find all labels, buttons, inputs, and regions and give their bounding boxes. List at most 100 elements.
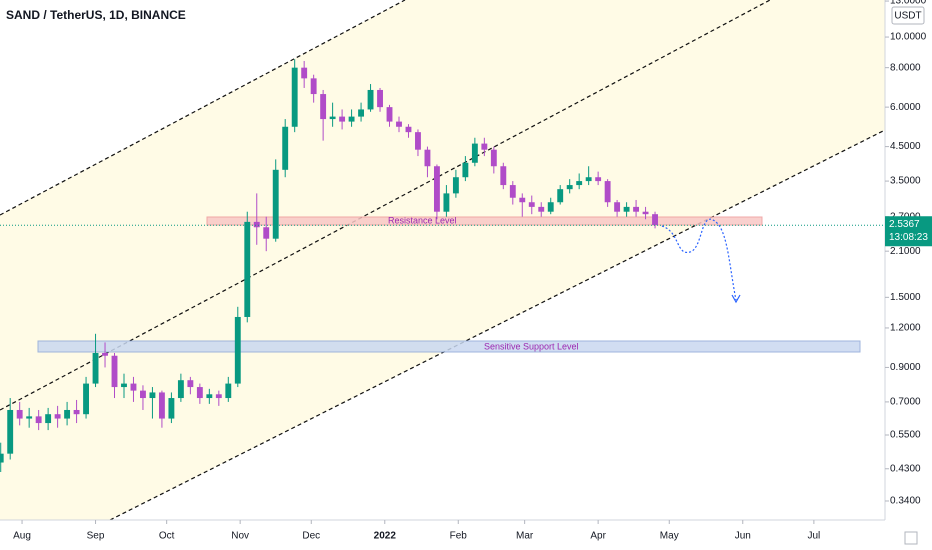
y-tick-label: 0.3400 (890, 496, 921, 507)
candle-body (140, 390, 146, 399)
candle-body (462, 162, 469, 178)
x-tick-label: Feb (450, 531, 468, 542)
candle-body (339, 116, 346, 122)
y-tick-label: 0.4300 (890, 463, 921, 474)
candle-body (158, 392, 165, 419)
x-tick-label: Nov (231, 531, 249, 542)
support-label: Sensitive Support Level (484, 341, 579, 351)
candle-body (595, 177, 602, 182)
candle-body (35, 416, 42, 424)
channel-line (0, 0, 771, 411)
candle-body (45, 414, 52, 424)
candle-body (282, 126, 289, 170)
candle-body (452, 177, 459, 194)
candle-body (415, 132, 421, 150)
candle-body (433, 166, 440, 212)
last-price-tag (885, 216, 932, 247)
candle-body (187, 380, 194, 388)
candle-body (500, 166, 507, 186)
candle-body (320, 94, 327, 120)
x-tick-label: Oct (159, 531, 175, 542)
candle-body (83, 383, 89, 415)
candle-body (576, 181, 583, 186)
candle-body (0, 453, 4, 463)
candle-body (566, 185, 573, 190)
candle-body (348, 116, 355, 122)
candle-body (215, 394, 222, 399)
candle-body (585, 177, 592, 182)
candle-body (386, 107, 393, 122)
y-tick-label: 8.0000 (890, 62, 921, 73)
candle-body (168, 398, 175, 419)
candle-body (54, 414, 61, 419)
y-tick-label: 3.5000 (890, 176, 921, 187)
candle-body (263, 227, 270, 239)
y-tick-label: 1.5000 (890, 292, 921, 303)
last-price-label: 2.5367 (889, 219, 920, 230)
y-tick-label: 0.5500 (890, 430, 921, 441)
forecast-path (661, 218, 737, 301)
currency-label: USDT (894, 11, 921, 22)
candle-body (623, 206, 630, 212)
candle-body (604, 181, 611, 203)
candle-body (358, 109, 365, 117)
x-tick-label: 2022 (374, 531, 397, 542)
candle-body (443, 193, 450, 212)
y-tick-label: 4.5000 (890, 141, 921, 152)
candle-body (291, 67, 298, 127)
candle-body (16, 409, 23, 419)
candle-body (244, 221, 251, 317)
candle-body (547, 202, 554, 212)
candle-body (64, 409, 71, 419)
x-tick-label: Sep (87, 531, 105, 542)
candle-body (538, 206, 545, 212)
candle-body (149, 392, 156, 399)
candle-body (234, 316, 241, 384)
candle-body (490, 149, 497, 167)
x-tick-label: Aug (13, 531, 31, 542)
y-tick-label: 0.7000 (890, 397, 921, 408)
candle-body (177, 380, 184, 399)
forecast-arrow (731, 294, 741, 304)
candle-body (121, 383, 127, 388)
candle-body (509, 185, 516, 198)
candle-body (301, 67, 308, 79)
x-tick-label: Dec (302, 531, 320, 542)
candle-body (424, 149, 431, 167)
candle-body (633, 206, 640, 212)
y-tick-label: 0.9000 (890, 362, 921, 373)
candle-body (405, 126, 412, 133)
x-tick-label: May (660, 531, 679, 542)
y-tick-label: 6.0000 (890, 102, 921, 113)
y-tick-label: 1.2000 (890, 323, 921, 334)
candle-body (614, 202, 621, 212)
candle-body (272, 169, 279, 239)
candle-body (396, 121, 402, 127)
candle-body (92, 352, 99, 384)
y-tick-label: 13.0000 (890, 0, 927, 7)
support-zone (37, 340, 861, 353)
candle-body (130, 383, 137, 391)
candle-body (310, 78, 317, 95)
candle-body (7, 409, 14, 454)
candle-body (206, 394, 213, 399)
candle-body (225, 383, 232, 399)
countdown-label: 13:08:23 (889, 232, 928, 243)
settings-icon[interactable] (904, 531, 918, 545)
candle-body (377, 89, 383, 108)
candle-body (253, 221, 260, 228)
x-tick-label: Mar (516, 531, 534, 542)
resistance-zone (206, 216, 763, 226)
candle-body (367, 89, 374, 110)
candle-body (471, 143, 478, 163)
y-tick-label: 10.0000 (890, 32, 927, 43)
x-tick-label: Apr (590, 531, 606, 542)
candle-body (557, 189, 564, 203)
candle-body (73, 409, 80, 415)
x-tick-label: Jun (735, 531, 751, 542)
candle-body (196, 387, 203, 399)
candle-body (329, 116, 336, 120)
channel-fill (0, 0, 885, 520)
candle-body (528, 202, 535, 207)
